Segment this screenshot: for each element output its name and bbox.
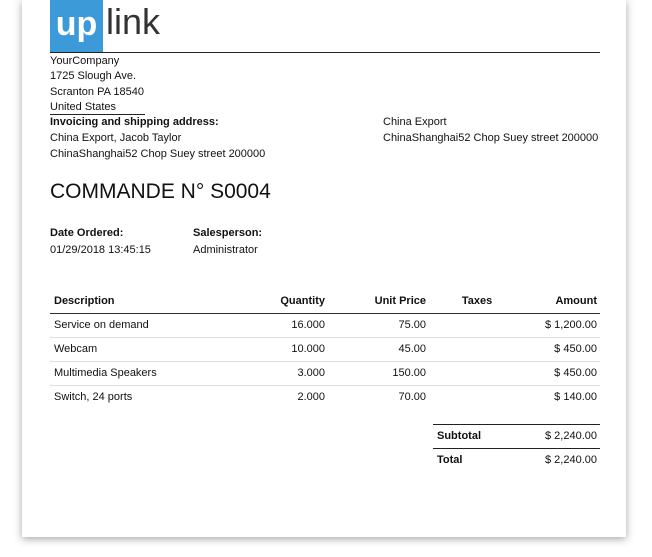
invoicing-line: China Export, Jacob Taylor (50, 132, 182, 144)
table-cell: 75.00 (398, 319, 426, 331)
info-label: Date Ordered: (50, 227, 124, 239)
totals-rule (433, 424, 600, 425)
table-cell: Webcam (54, 343, 98, 355)
table-cell: $ 140.00 (554, 391, 597, 403)
table-header: Quantity (280, 295, 325, 307)
totals-label: Subtotal (437, 430, 481, 442)
table-cell: $ 450.00 (554, 343, 597, 355)
logo-link: link (106, 1, 161, 42)
invoicing-line: ChinaShanghai52 Chop Suey street 200000 (50, 148, 266, 160)
row-rule (50, 385, 600, 386)
table-cell: $ 450.00 (554, 367, 597, 379)
table-header: Amount (555, 295, 597, 307)
table-cell: 10.000 (291, 343, 325, 355)
table-cell: 150.00 (392, 367, 426, 379)
table-cell: 3.000 (297, 367, 325, 379)
info-value: Administrator (193, 244, 258, 256)
row-rule (50, 337, 600, 338)
row-rule (50, 361, 600, 362)
table-header: Unit Price (374, 295, 426, 307)
sheet (22, 0, 626, 537)
totals-value: $ 2,240.00 (545, 430, 597, 442)
company-line: YourCompany (50, 55, 120, 67)
table-cell: 70.00 (398, 391, 426, 403)
company-line: Scranton PA 18540 (50, 86, 144, 98)
table-cell: 2.000 (297, 391, 325, 403)
table-cell: Service on demand (54, 319, 149, 331)
rule (50, 52, 600, 53)
table-cell: Switch, 24 ports (54, 391, 133, 403)
totals-rule (433, 448, 600, 449)
table-header: Taxes (461, 295, 493, 307)
company-line: 1725 Slough Ave. (50, 70, 137, 82)
partner-line: ChinaShanghai52 Chop Suey street 200000 (383, 132, 599, 144)
table-cell: $ 1,200.00 (545, 319, 597, 331)
info-label: Salesperson: (193, 227, 263, 239)
invoicing-label: Invoicing and shipping address: (50, 116, 219, 128)
company-line: United States (50, 101, 117, 113)
table-cell: Multimedia Speakers (54, 367, 157, 379)
table-cell: 16.000 (291, 319, 325, 331)
rule (50, 114, 145, 115)
info-value: 01/29/2018 13:45:15 (50, 244, 151, 256)
logo-mark (50, 0, 103, 52)
title: COMMANDE N° S0004 (50, 180, 271, 203)
table-header: Description (54, 295, 115, 307)
totals-value: $ 2,240.00 (545, 454, 597, 466)
partner-line: China Export (383, 116, 447, 128)
header-rule (50, 313, 600, 314)
logo-up: up (55, 5, 98, 43)
totals-label: Total (437, 454, 463, 466)
table-cell: 45.00 (398, 343, 426, 355)
